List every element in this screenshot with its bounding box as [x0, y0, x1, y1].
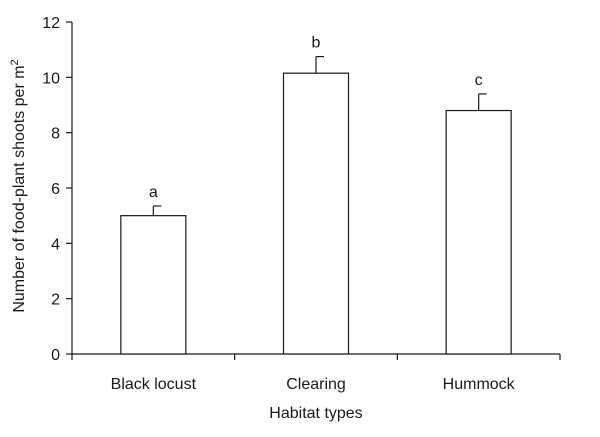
significance-letter: a [149, 184, 158, 201]
y-tick-label: 4 [51, 236, 60, 253]
x-category-label: Hummock [443, 376, 516, 393]
y-axis: 0 2 4 6 8 10 12 [42, 15, 73, 364]
significance-letter: b [312, 35, 321, 52]
y-axis-title: Number of food-plant shoots per m2 [9, 59, 28, 312]
bars: a b c [120, 35, 512, 355]
y-tick-label: 0 [51, 347, 60, 364]
bar [445, 109, 512, 355]
y-tick-label: 2 [51, 292, 60, 309]
y-tick-label: 12 [42, 15, 60, 32]
x-axis: Black locust Clearing Hummock [71, 353, 561, 393]
y-tick-label: 8 [51, 126, 60, 143]
y-tick-label: 10 [42, 70, 60, 87]
x-axis-title: Habitat types [269, 405, 362, 422]
x-category-label: Clearing [286, 376, 346, 393]
significance-letter: c [475, 72, 483, 89]
y-axis-title-text: Number of food-plant shoots per m [11, 65, 28, 312]
bar [120, 215, 187, 355]
y-tick-label: 6 [51, 181, 60, 198]
y-axis-title-superscript: 2 [9, 59, 21, 65]
bar [282, 72, 350, 355]
x-category-label: Black locust [111, 376, 197, 393]
